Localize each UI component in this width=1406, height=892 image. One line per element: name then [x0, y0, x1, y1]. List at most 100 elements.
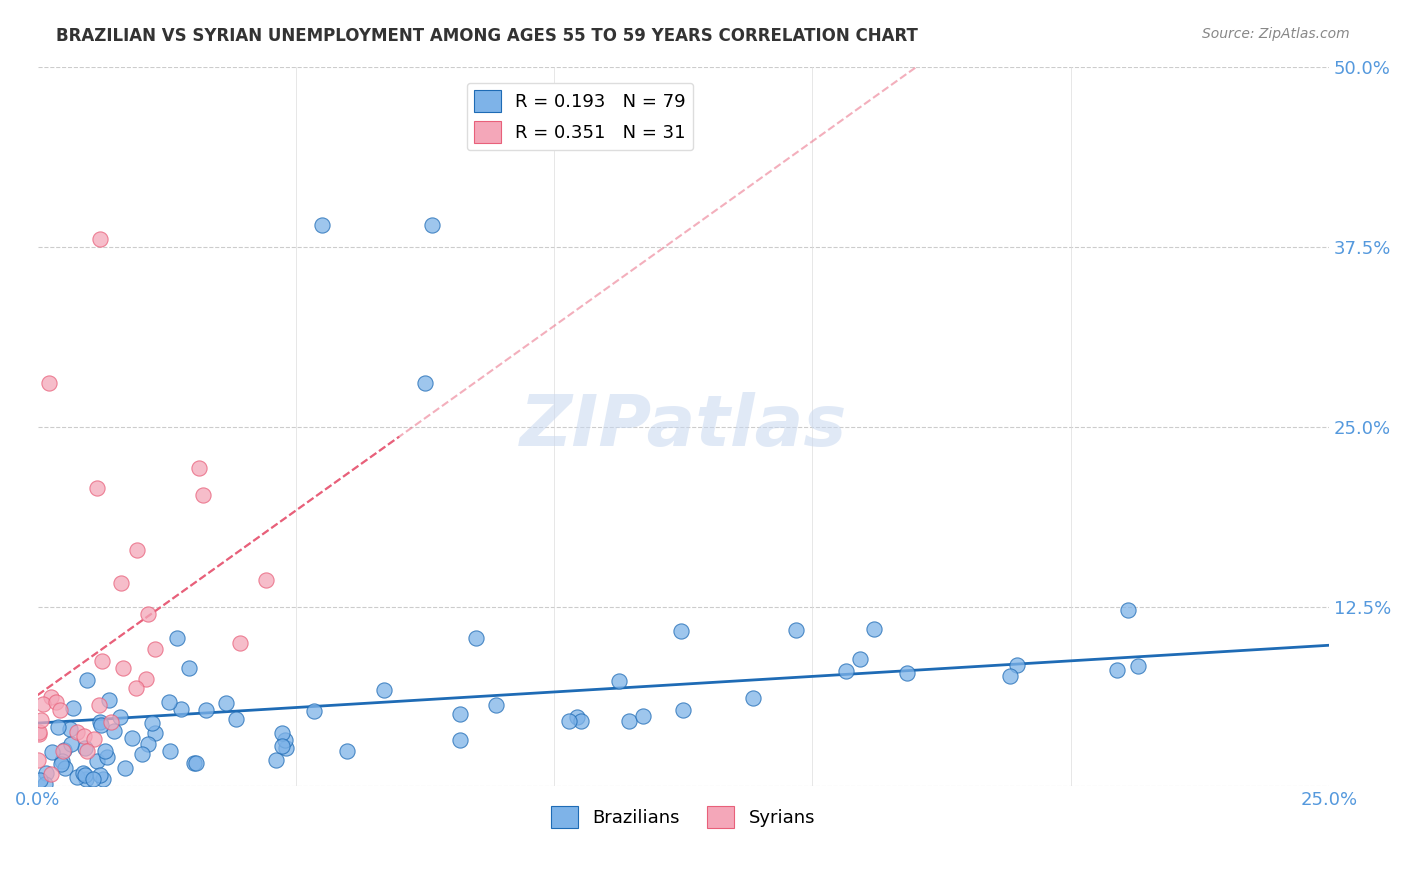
R = 0.351   N = 31 — [127, 543, 149, 558]
R = 0.351   N = 31 — [135, 672, 157, 686]
R = 0.193   N = 79 — [617, 714, 640, 728]
R = 0.193   N = 79 — [114, 761, 136, 775]
R = 0.193   N = 79 — [631, 709, 654, 723]
R = 0.193   N = 79 — [413, 376, 436, 391]
R = 0.193   N = 79 — [170, 702, 193, 716]
R = 0.193   N = 79 — [166, 632, 188, 646]
R = 0.193   N = 79 — [465, 631, 488, 645]
R = 0.193   N = 79 — [567, 710, 589, 724]
Text: Source: ZipAtlas.com: Source: ZipAtlas.com — [1202, 27, 1350, 41]
R = 0.351   N = 31 — [45, 695, 67, 709]
R = 0.193   N = 79 — [271, 739, 294, 753]
R = 0.351   N = 31 — [89, 232, 111, 246]
R = 0.193   N = 79 — [46, 720, 69, 734]
R = 0.193   N = 79 — [65, 770, 87, 784]
R = 0.351   N = 31 — [111, 661, 134, 675]
R = 0.351   N = 31 — [49, 703, 72, 717]
R = 0.193   N = 79 — [274, 741, 297, 756]
R = 0.351   N = 31 — [86, 481, 108, 495]
R = 0.351   N = 31 — [83, 732, 105, 747]
R = 0.193   N = 79 — [62, 700, 84, 714]
R = 0.351   N = 31 — [32, 697, 55, 711]
R = 0.193   N = 79 — [93, 744, 115, 758]
R = 0.193   N = 79 — [558, 714, 581, 729]
R = 0.351   N = 31 — [38, 376, 60, 391]
R = 0.193   N = 79 — [159, 744, 181, 758]
R = 0.193   N = 79 — [98, 693, 121, 707]
R = 0.193   N = 79 — [1107, 663, 1129, 677]
R = 0.193   N = 79 — [34, 777, 56, 791]
Text: BRAZILIAN VS SYRIAN UNEMPLOYMENT AMONG AGES 55 TO 59 YEARS CORRELATION CHART: BRAZILIAN VS SYRIAN UNEMPLOYMENT AMONG A… — [56, 27, 918, 45]
R = 0.193   N = 79 — [225, 712, 247, 726]
R = 0.193   N = 79 — [59, 722, 82, 736]
R = 0.351   N = 31 — [136, 607, 159, 621]
R = 0.351   N = 31 — [193, 488, 215, 502]
R = 0.193   N = 79 — [177, 661, 200, 675]
R = 0.193   N = 79 — [82, 772, 104, 787]
R = 0.351   N = 31 — [39, 766, 62, 780]
R = 0.193   N = 79 — [896, 665, 918, 680]
R = 0.193   N = 79 — [51, 757, 73, 772]
R = 0.193   N = 79 — [184, 756, 207, 770]
R = 0.193   N = 79 — [835, 664, 858, 678]
R = 0.351   N = 31 — [27, 753, 49, 767]
R = 0.193   N = 79 — [373, 682, 395, 697]
R = 0.193   N = 79 — [35, 765, 58, 780]
R = 0.193   N = 79 — [1116, 603, 1139, 617]
R = 0.193   N = 79 — [449, 732, 471, 747]
R = 0.351   N = 31 — [28, 726, 51, 740]
R = 0.351   N = 31 — [52, 744, 75, 758]
R = 0.193   N = 79 — [41, 745, 63, 759]
R = 0.193   N = 79 — [485, 698, 508, 712]
R = 0.193   N = 79 — [671, 703, 693, 717]
R = 0.193   N = 79 — [998, 669, 1021, 683]
R = 0.193   N = 79 — [75, 772, 97, 787]
R = 0.193   N = 79 — [89, 715, 111, 730]
R = 0.351   N = 31 — [28, 725, 51, 739]
R = 0.193   N = 79 — [60, 737, 83, 751]
R = 0.193   N = 79 — [90, 718, 112, 732]
R = 0.193   N = 79 — [121, 731, 143, 745]
R = 0.193   N = 79 — [131, 747, 153, 762]
Legend: Brazilians, Syrians: Brazilians, Syrians — [544, 798, 823, 835]
R = 0.193   N = 79 — [274, 732, 297, 747]
R = 0.193   N = 79 — [302, 704, 325, 718]
R = 0.351   N = 31 — [100, 714, 122, 729]
R = 0.351   N = 31 — [76, 743, 98, 757]
R = 0.351   N = 31 — [90, 654, 112, 668]
R = 0.193   N = 79 — [669, 624, 692, 638]
R = 0.351   N = 31 — [30, 713, 52, 727]
R = 0.351   N = 31 — [110, 575, 132, 590]
R = 0.351   N = 31 — [143, 641, 166, 656]
R = 0.193   N = 79 — [183, 756, 205, 771]
R = 0.193   N = 79 — [266, 753, 288, 767]
R = 0.193   N = 79 — [311, 218, 333, 232]
R = 0.193   N = 79 — [157, 695, 180, 709]
R = 0.193   N = 79 — [75, 767, 97, 781]
R = 0.193   N = 79 — [862, 623, 884, 637]
R = 0.193   N = 79 — [52, 743, 75, 757]
R = 0.193   N = 79 — [51, 754, 73, 768]
R = 0.193   N = 79 — [91, 772, 114, 787]
R = 0.193   N = 79 — [571, 714, 593, 729]
R = 0.193   N = 79 — [849, 651, 872, 665]
R = 0.351   N = 31 — [87, 698, 110, 712]
R = 0.193   N = 79 — [141, 715, 163, 730]
Text: ZIPatlas: ZIPatlas — [520, 392, 846, 461]
R = 0.193   N = 79 — [785, 623, 807, 637]
R = 0.193   N = 79 — [607, 673, 630, 688]
R = 0.193   N = 79 — [103, 724, 125, 739]
R = 0.193   N = 79 — [194, 703, 217, 717]
R = 0.193   N = 79 — [143, 726, 166, 740]
R = 0.193   N = 79 — [271, 725, 294, 739]
R = 0.351   N = 31 — [125, 681, 148, 695]
R = 0.351   N = 31 — [229, 635, 252, 649]
R = 0.193   N = 79 — [1007, 657, 1029, 672]
R = 0.193   N = 79 — [742, 690, 765, 705]
R = 0.193   N = 79 — [136, 737, 159, 751]
R = 0.351   N = 31 — [39, 690, 62, 705]
R = 0.193   N = 79 — [108, 710, 131, 724]
R = 0.351   N = 31 — [65, 725, 87, 739]
R = 0.193   N = 79 — [96, 749, 118, 764]
R = 0.193   N = 79 — [76, 673, 98, 688]
